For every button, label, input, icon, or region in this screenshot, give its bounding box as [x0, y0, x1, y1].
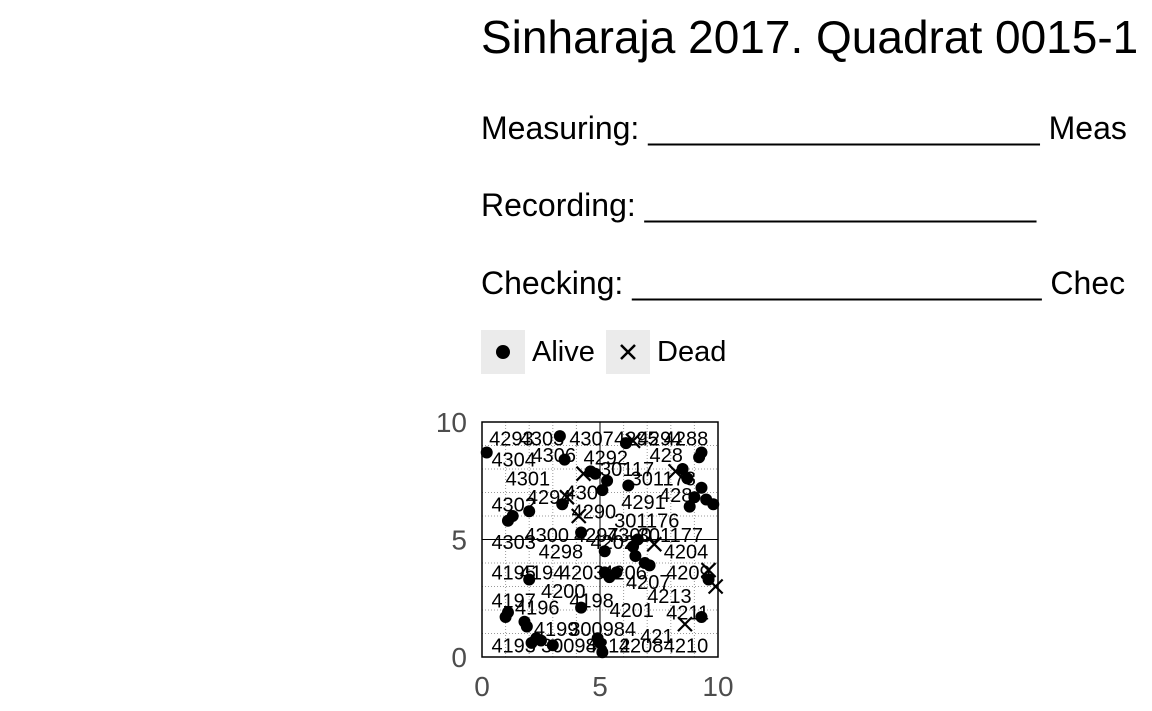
dead-point: [667, 463, 684, 480]
alive-point: [598, 545, 611, 558]
alive-point: [596, 484, 609, 497]
tree-tag-label: 4203: [560, 562, 605, 584]
recording-line: Recording: ______________________: [481, 187, 1037, 223]
tree-tag-label: 4290: [572, 501, 617, 523]
tree-tag-label: 301176: [614, 511, 679, 533]
dead-point: [575, 465, 592, 482]
tree-tag-label: 4298: [539, 541, 584, 563]
tree-tag-label: 301177: [638, 525, 703, 547]
alive-point: [695, 446, 708, 459]
dead-symbol-icon: [620, 344, 636, 360]
page-title: Sinharaja 2017. Quadrat 0015-1: [481, 11, 1139, 63]
tree-tag-label: 4306: [532, 445, 577, 467]
dead-point: [700, 562, 717, 578]
alive-point: [695, 481, 708, 494]
y-tick-label: 0: [451, 642, 467, 673]
tree-tag-label: 4207: [626, 572, 671, 594]
alive-point: [681, 472, 694, 485]
alive-point: [688, 491, 701, 504]
tree-tag-label: 4292: [583, 447, 628, 469]
tree-points: [480, 430, 724, 659]
tree-tag-label: 4208: [619, 635, 664, 657]
tree-tag-label: 4293: [489, 428, 533, 450]
dead-point: [559, 489, 575, 505]
alive-point: [589, 467, 602, 480]
tree-tag-label: 4300: [524, 525, 569, 547]
tree-tag-label: 4307: [569, 428, 614, 450]
tree-tag-label: 428: [650, 445, 683, 467]
alive-point: [501, 606, 514, 619]
dead-point: [677, 616, 693, 632]
tree-tag-label: 4291: [621, 492, 666, 514]
alive-point: [610, 566, 623, 579]
legend-label-dead: Dead: [657, 336, 727, 368]
tree-tag-label: 4193: [491, 635, 536, 657]
tree-tag-label: 4301: [506, 468, 550, 490]
alive-point: [575, 601, 588, 614]
alive-point: [643, 559, 656, 572]
alive-point: [506, 510, 519, 522]
alive-point: [631, 533, 644, 546]
tree-tag-label: 4294: [638, 428, 683, 450]
tree-tag-label: 4200: [541, 581, 586, 603]
dead-point: [646, 536, 663, 552]
alive-point: [523, 573, 536, 586]
tree-tag-label: 300983: [541, 635, 608, 657]
alive-point: [695, 611, 708, 624]
alive-symbol-icon: [496, 345, 510, 359]
alive-point: [575, 526, 588, 539]
tree-tag-label: 4213: [647, 586, 692, 608]
alive-point: [596, 646, 609, 659]
tree-tag-label: 4303: [520, 428, 565, 450]
x-tick-label: 0: [474, 671, 490, 702]
legend-key-dead: [606, 330, 650, 374]
checking-line: Checking: _______________________ Chec: [481, 265, 1126, 301]
legend-key-alive: [481, 330, 525, 374]
alive-point: [553, 430, 566, 443]
alive-point: [546, 639, 559, 652]
tree-tag-label: 4210: [664, 635, 709, 657]
grid: [482, 422, 718, 657]
tree-tag-label: 4204: [664, 541, 709, 563]
alive-point: [622, 479, 635, 492]
tree-tag-label: 4201: [609, 600, 654, 622]
legend-label-alive: Alive: [532, 336, 595, 368]
tree-tag-label: 4197: [491, 591, 536, 613]
dead-point: [707, 578, 724, 595]
axes: 0 5 10 0 5 10: [436, 407, 734, 702]
alive-point: [594, 636, 606, 649]
alive-point: [707, 498, 720, 511]
tree-tag-label: 421: [640, 626, 673, 648]
alive-point: [523, 505, 536, 518]
tree-tag-label: 4303: [491, 532, 536, 554]
tree-tag-label: 428: [659, 485, 692, 507]
x-tick-label: 5: [592, 671, 608, 702]
alive-point: [556, 498, 569, 511]
alive-point: [535, 634, 547, 647]
alive-point: [558, 453, 571, 466]
tree-tag-label: 30117: [600, 459, 654, 481]
tree-tag-label: 4288: [664, 428, 709, 450]
alive-point: [629, 549, 642, 562]
y-tick-label: 5: [451, 525, 467, 556]
x-tick-label: 10: [702, 671, 733, 702]
alive-point: [480, 446, 493, 459]
tree-tag-label: 4199: [534, 619, 579, 641]
tree-tag-label: 4196: [515, 598, 560, 620]
tree-tag-label: 300984: [569, 619, 636, 641]
alive-point: [520, 620, 533, 633]
tree-tag-label: 4209: [666, 562, 711, 584]
tree-tag-label: 4304: [491, 450, 536, 472]
dead-point: [625, 433, 641, 449]
tree-tag-label: 430: [565, 483, 598, 505]
y-tick-label: 10: [436, 407, 467, 438]
dead-point: [570, 508, 587, 524]
alive-point: [601, 474, 614, 487]
measuring-line: Measuring: ______________________ Meas: [481, 110, 1127, 146]
alive-point: [683, 500, 696, 513]
